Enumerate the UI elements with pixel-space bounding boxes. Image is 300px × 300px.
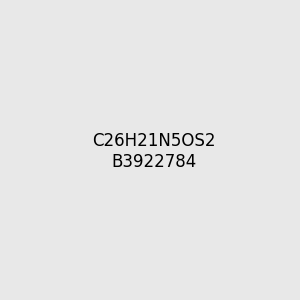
Text: C26H21N5OS2
B3922784: C26H21N5OS2 B3922784 [92,132,215,171]
